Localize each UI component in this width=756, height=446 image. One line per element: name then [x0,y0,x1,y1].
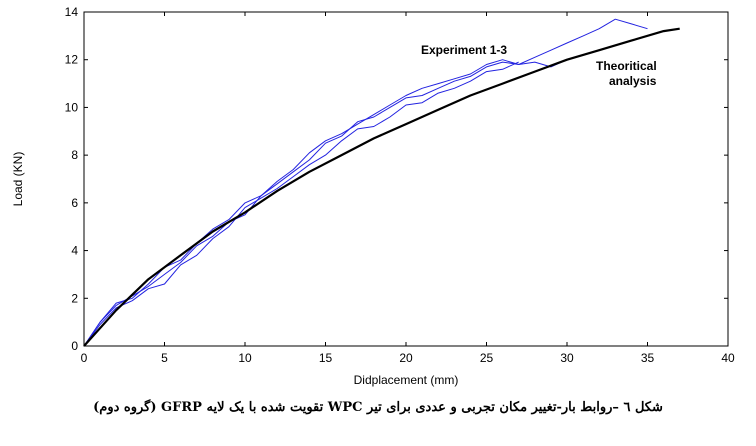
series-layer [83,18,680,347]
x-tick-label: 35 [641,351,655,365]
experiment-line-2 [83,59,568,347]
y-tick-label: 0 [71,339,78,353]
x-tick-label: 5 [161,351,168,365]
x-tick-label: 10 [238,351,252,365]
x-tick-label: 25 [480,351,494,365]
annotation-theory-line2: analysis [609,74,657,88]
y-axis-label: Load (KN) [11,152,25,207]
y-tick-label: 4 [71,244,78,258]
experiment-line-3 [83,61,519,347]
annotation-experiment: Experiment 1-3 [421,43,507,57]
annotation-theory-line1: Theoritical [596,59,657,73]
y-tick-label: 8 [71,148,78,162]
x-tick-label: 40 [721,351,735,365]
y-tick-label: 10 [65,100,79,114]
ticks-layer: 0 5 10 15 20 25 30 35 40 0 2 4 6 8 10 12 14 [65,5,735,365]
experiment-line-1 [83,18,648,347]
theoretical-line [83,27,680,347]
y-tick-label: 6 [71,196,78,210]
y-tick-label: 14 [65,5,79,19]
x-tick-label: 30 [560,351,574,365]
x-tick-label: 15 [319,351,333,365]
y-tick-label: 12 [65,53,79,67]
x-tick-label: 20 [399,351,413,365]
x-tick-label: 0 [81,351,88,365]
figure-caption: شکل ٦ –روابط بار-تغییر مکان تجربی و عددی… [93,400,663,415]
y-tick-label: 2 [71,291,78,305]
load-displacement-chart: 0 5 10 15 20 25 30 35 40 0 2 4 6 8 10 12 14 Didplacement… [11,5,735,387]
x-axis-label: Didplacement (mm) [354,373,459,387]
